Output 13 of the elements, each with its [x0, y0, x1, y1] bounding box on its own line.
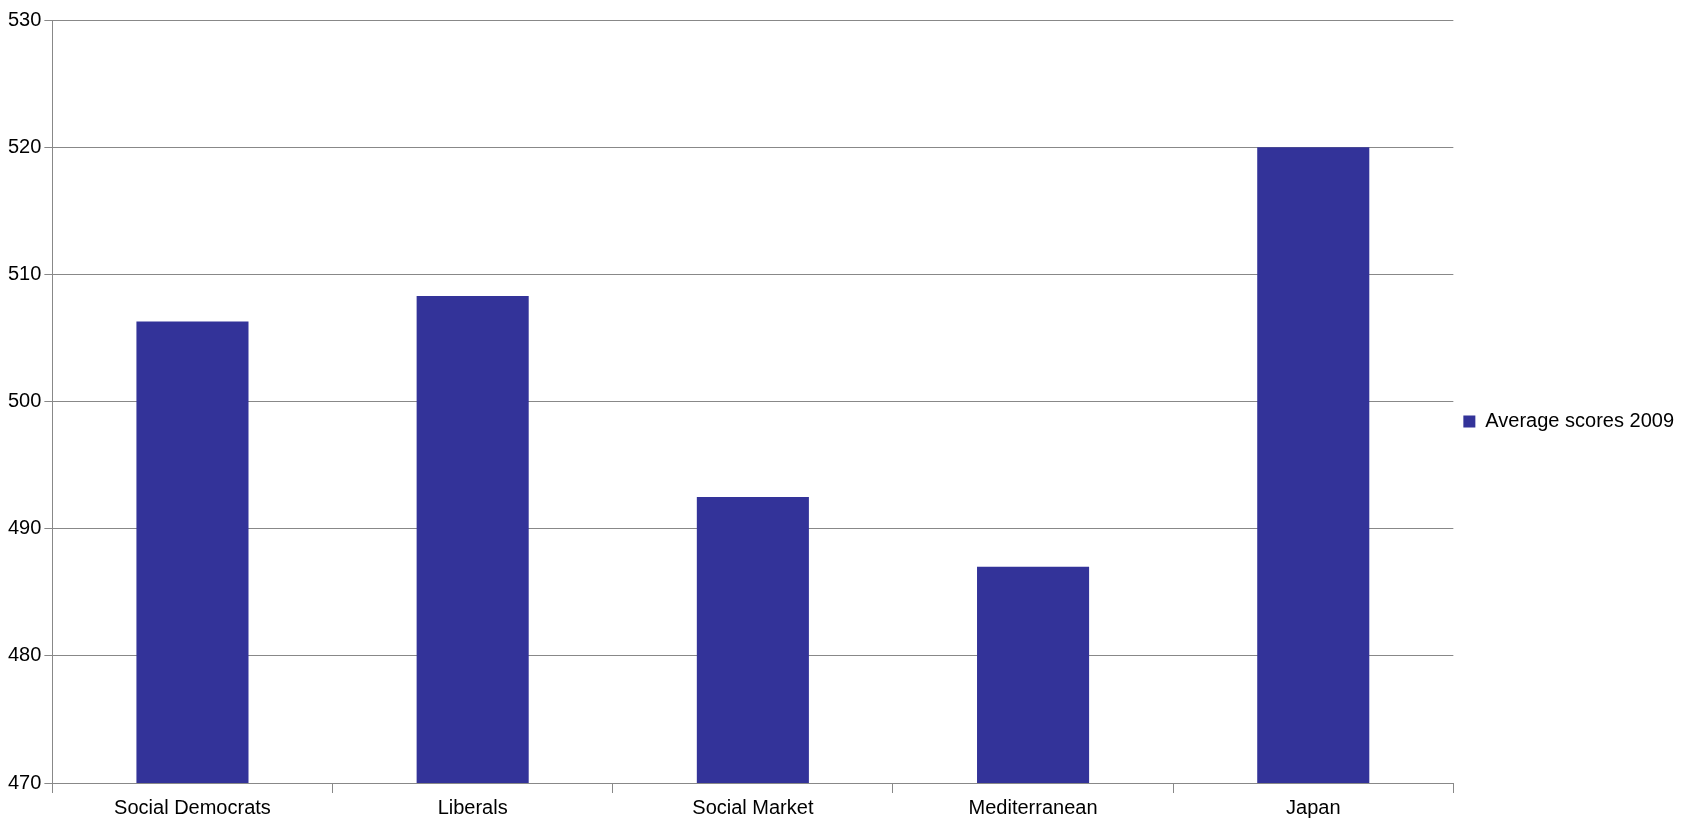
y-tick-label: 500	[7, 389, 42, 412]
y-tick-label: 520	[7, 134, 42, 157]
x-tick-label: Mediterranean	[968, 795, 1098, 818]
x-tick-label: Japan	[1286, 795, 1341, 818]
y-tick-label: 510	[7, 261, 42, 284]
y-tick-label: 490	[7, 516, 42, 539]
y-tick-label: 470	[7, 770, 42, 793]
x-tick-label: Social Democrats	[114, 795, 271, 818]
x-tick-label: Social Market	[692, 795, 814, 818]
x-tick-label: Liberals	[437, 795, 508, 818]
y-tick-label: 530	[7, 7, 42, 30]
legend-label: Average scores 2009	[1485, 409, 1675, 432]
y-tick-label: 480	[7, 643, 42, 666]
